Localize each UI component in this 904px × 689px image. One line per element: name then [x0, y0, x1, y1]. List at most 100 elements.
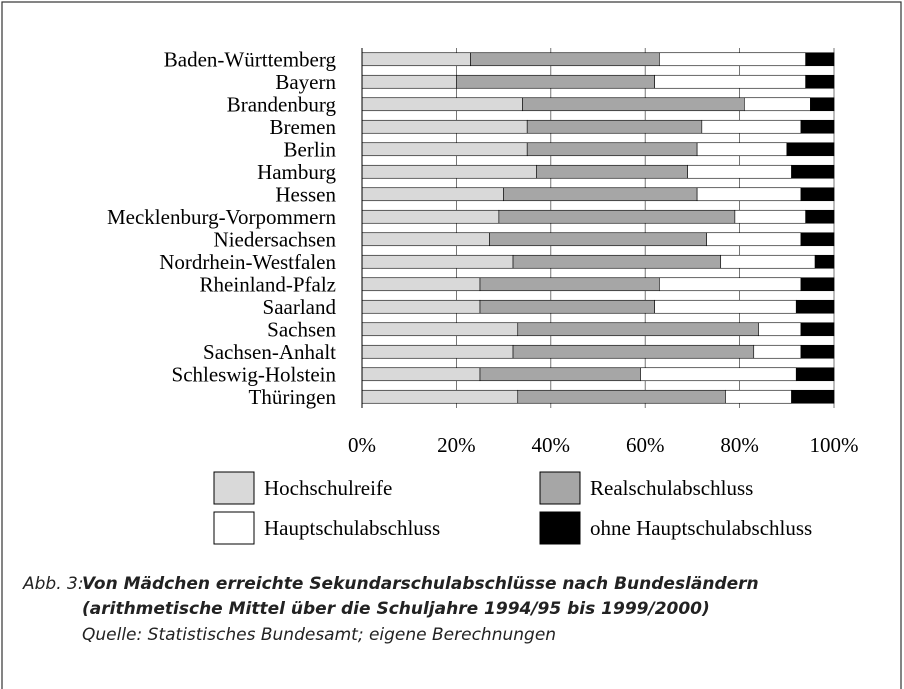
bar-segment — [640, 367, 797, 382]
y-tick-label: Thüringen — [249, 385, 337, 409]
caption-title: Von Mädchen erreichte Sekundarschulabsch… — [82, 574, 759, 594]
bar-segment — [800, 277, 835, 292]
bar-segment — [522, 97, 745, 112]
y-tick-label: Sachsen-Anhalt — [203, 340, 336, 364]
bar-segment — [512, 344, 755, 359]
bar-segment — [361, 277, 481, 292]
bar-segment — [361, 367, 481, 382]
bar-segment — [654, 299, 797, 314]
bar-segment — [659, 277, 802, 292]
x-tick-label: 60% — [626, 433, 665, 457]
bar-segment — [361, 299, 481, 314]
bar-segment — [734, 209, 806, 224]
bar-segment — [805, 209, 835, 224]
bar-segment — [800, 344, 835, 359]
bar-segment — [456, 74, 655, 89]
bar-segment — [791, 389, 835, 404]
bar-segment — [720, 254, 816, 269]
bar-segment — [659, 52, 806, 67]
x-tick-label: 80% — [720, 433, 759, 457]
bar-segment — [526, 119, 703, 134]
bar-segment — [470, 52, 660, 67]
bar-segment — [361, 97, 523, 112]
bar-segment — [512, 254, 722, 269]
bar-segment — [795, 299, 835, 314]
bar-segment — [361, 142, 528, 157]
bar-segment — [503, 187, 698, 202]
y-tick-label: Hessen — [275, 182, 336, 206]
y-tick-label: Niedersachsen — [214, 227, 337, 251]
x-tick-label: 40% — [532, 433, 571, 457]
bar-segment — [361, 322, 519, 337]
y-tick-label: Bremen — [270, 115, 337, 139]
y-tick-label: Rheinland-Pfalz — [200, 272, 336, 296]
legend-swatch — [213, 471, 255, 505]
bar-segment — [526, 142, 698, 157]
bar-segment — [795, 367, 835, 382]
legend-swatch — [213, 511, 255, 545]
bar-segment — [361, 344, 514, 359]
bar-segment — [654, 74, 806, 89]
bar-segment — [479, 299, 655, 314]
legend-label: Realschulabschluss — [590, 476, 753, 500]
bar-segment — [810, 97, 835, 112]
bar-segment — [805, 52, 835, 67]
y-tick-label: Nordrhein-Westfalen — [159, 250, 336, 274]
bar-segment — [361, 52, 471, 67]
bar-segment — [517, 322, 759, 337]
bar-segment — [786, 142, 835, 157]
bar-segment — [800, 232, 835, 247]
bar-segment — [758, 322, 802, 337]
bar-segment — [800, 187, 835, 202]
caption-label: Abb. 3: — [22, 574, 84, 594]
y-tick-label: Bayern — [275, 70, 336, 94]
legend-swatch — [539, 471, 581, 505]
y-tick-label: Saarland — [263, 295, 337, 319]
x-tick-label: 100% — [810, 433, 859, 457]
bar-segment — [800, 119, 835, 134]
bar-segment — [361, 164, 537, 179]
y-tick-label: Schleswig-Holstein — [172, 362, 337, 386]
bar-segment — [361, 232, 490, 247]
x-tick-label: 0% — [348, 433, 376, 457]
bar-segment — [498, 209, 736, 224]
bar-segment — [361, 389, 519, 404]
bar-segment — [800, 322, 835, 337]
caption-source: Quelle: Statistisches Bundesamt; eigene … — [82, 625, 556, 645]
x-tick-label: 20% — [437, 433, 476, 457]
bar-segment — [725, 389, 792, 404]
bar-segment — [744, 97, 811, 112]
bar-segment — [696, 142, 788, 157]
bar-segment — [687, 164, 792, 179]
bar-segment — [517, 389, 726, 404]
bar-segment — [489, 232, 707, 247]
y-tick-label: Berlin — [284, 137, 337, 161]
bar-segment — [701, 119, 802, 134]
bar-segment — [361, 209, 500, 224]
bar-segment — [706, 232, 802, 247]
y-tick-label: Baden-Württemberg — [164, 47, 337, 71]
bar-segment — [753, 344, 802, 359]
legend-label: ohne Hauptschulabschluss — [590, 516, 812, 540]
bar-segment — [791, 164, 835, 179]
legend-label: Hochschulreife — [264, 476, 392, 500]
bar-segment — [361, 187, 504, 202]
caption-title: (arithmetische Mittel über die Schuljahr… — [82, 599, 710, 619]
y-tick-label: Brandenburg — [227, 92, 337, 116]
bar-segment — [536, 164, 688, 179]
y-tick-label: Sachsen — [267, 317, 336, 341]
y-tick-label: Mecklenburg-Vorpommern — [107, 205, 337, 229]
y-tick-label: Hamburg — [257, 160, 336, 184]
bar-segment — [805, 74, 835, 89]
legend-swatch — [539, 511, 581, 545]
legend-label: Hauptschulabschluss — [264, 516, 440, 540]
bar-segment — [361, 74, 457, 89]
bar-segment — [814, 254, 835, 269]
bar-segment — [361, 119, 528, 134]
bar-segment — [696, 187, 802, 202]
bar-segment — [479, 367, 641, 382]
bar-segment — [361, 254, 514, 269]
bar-segment — [479, 277, 660, 292]
